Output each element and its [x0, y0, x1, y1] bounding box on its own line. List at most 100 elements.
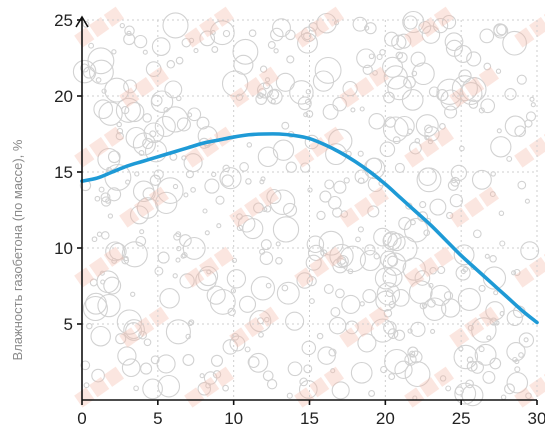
bubble: [130, 291, 136, 297]
bubble: [308, 298, 315, 305]
bubble: [328, 195, 342, 210]
bubble: [88, 59, 114, 85]
bubble: [115, 333, 127, 345]
bubble: [236, 224, 244, 232]
watermark-pattern: ■■■ ■■■ ■■■ ■■■ ■■■■■■ ■■■ ■■■ ■■■■■■ ■■■ ■■■ ■■■ ■…: [67, 0, 545, 416]
bubble: [502, 30, 527, 56]
bubble: [498, 210, 505, 217]
bubble: [202, 208, 208, 214]
bubble: [506, 371, 529, 394]
bubble: [123, 319, 145, 341]
bubble: [166, 60, 176, 69]
bubble: [296, 272, 313, 289]
bubble: [385, 289, 394, 298]
watermark-mark: ■■■: [287, 358, 350, 416]
bubble: [307, 187, 313, 193]
bubble: [176, 117, 191, 132]
bubble: [129, 205, 149, 225]
bubble: [123, 79, 138, 94]
bubble: [319, 190, 332, 203]
y-tick-label: 5: [64, 315, 73, 334]
bubble: [107, 187, 122, 202]
bubble: [157, 251, 170, 264]
bubble: [524, 198, 530, 204]
bubble: [445, 385, 452, 392]
bubble: [340, 210, 349, 218]
bubble: [238, 295, 257, 313]
bubble: [303, 112, 309, 118]
bubble: [355, 236, 361, 243]
bubble: [517, 180, 527, 190]
bubble: [256, 317, 265, 325]
bubble: [244, 346, 251, 353]
bubble: [418, 20, 432, 34]
bubble: [364, 244, 376, 256]
bubble: [520, 241, 540, 261]
bubble: [249, 310, 272, 333]
bubble: [427, 139, 433, 145]
bubble: [203, 371, 218, 385]
bubble: [303, 31, 312, 41]
bubble: [165, 319, 191, 345]
bubble: [285, 161, 297, 173]
bubble: [91, 236, 98, 243]
bubble: [445, 39, 463, 57]
bubble: [401, 89, 424, 111]
bubble: [183, 192, 189, 198]
watermark-mark: ■■■: [442, 58, 505, 116]
bubble: [95, 77, 102, 83]
bubble: [111, 49, 117, 55]
bubble: [248, 352, 269, 373]
bubble: [441, 298, 461, 318]
bubble: [428, 86, 440, 98]
bubble: [196, 116, 210, 130]
bubble: [145, 61, 162, 77]
bubble: [247, 356, 260, 369]
y-axis-arrow-icon: [75, 15, 89, 28]
bubble: [318, 230, 344, 256]
bubble: [367, 205, 380, 218]
bubble: [133, 34, 148, 49]
watermark-mark: ■■■: [397, 118, 460, 176]
bubble: [395, 51, 404, 60]
bubble: [411, 70, 418, 77]
bubble: [79, 63, 90, 73]
bubble: [387, 232, 406, 252]
bubble: [222, 164, 230, 173]
bubble: [384, 348, 410, 375]
bubble: [258, 331, 264, 338]
x-tick-label: 25: [452, 409, 471, 428]
bubble: [216, 223, 222, 229]
bubble: [496, 128, 502, 134]
bubble: [466, 51, 482, 67]
bubble: [97, 293, 121, 318]
bubble: [107, 213, 114, 219]
y-tick-label: 15: [54, 163, 73, 182]
bubble: [119, 22, 125, 29]
bubble: [263, 205, 272, 213]
bubble: [373, 227, 392, 247]
bubble: [221, 70, 249, 97]
bubble: [204, 178, 220, 194]
bubble: [446, 211, 454, 220]
bubble: [479, 28, 495, 44]
bubble: [248, 29, 257, 38]
bubble: [273, 48, 279, 54]
bubble: [121, 358, 141, 378]
bubble: [455, 265, 471, 281]
bubble: [262, 206, 268, 213]
y-tick-label: 25: [54, 11, 73, 30]
bubble: [444, 105, 458, 119]
bubble: [430, 284, 452, 306]
bubble: [164, 80, 183, 99]
bubble: [125, 126, 148, 149]
bubble: [185, 170, 194, 179]
bubble: [370, 318, 395, 343]
bubble: [229, 335, 246, 352]
bubble: [432, 17, 449, 34]
bubble: [391, 34, 407, 50]
bubble: [357, 150, 364, 157]
bubble: [172, 273, 178, 279]
bubble: [139, 229, 145, 235]
bubble: [482, 370, 496, 384]
